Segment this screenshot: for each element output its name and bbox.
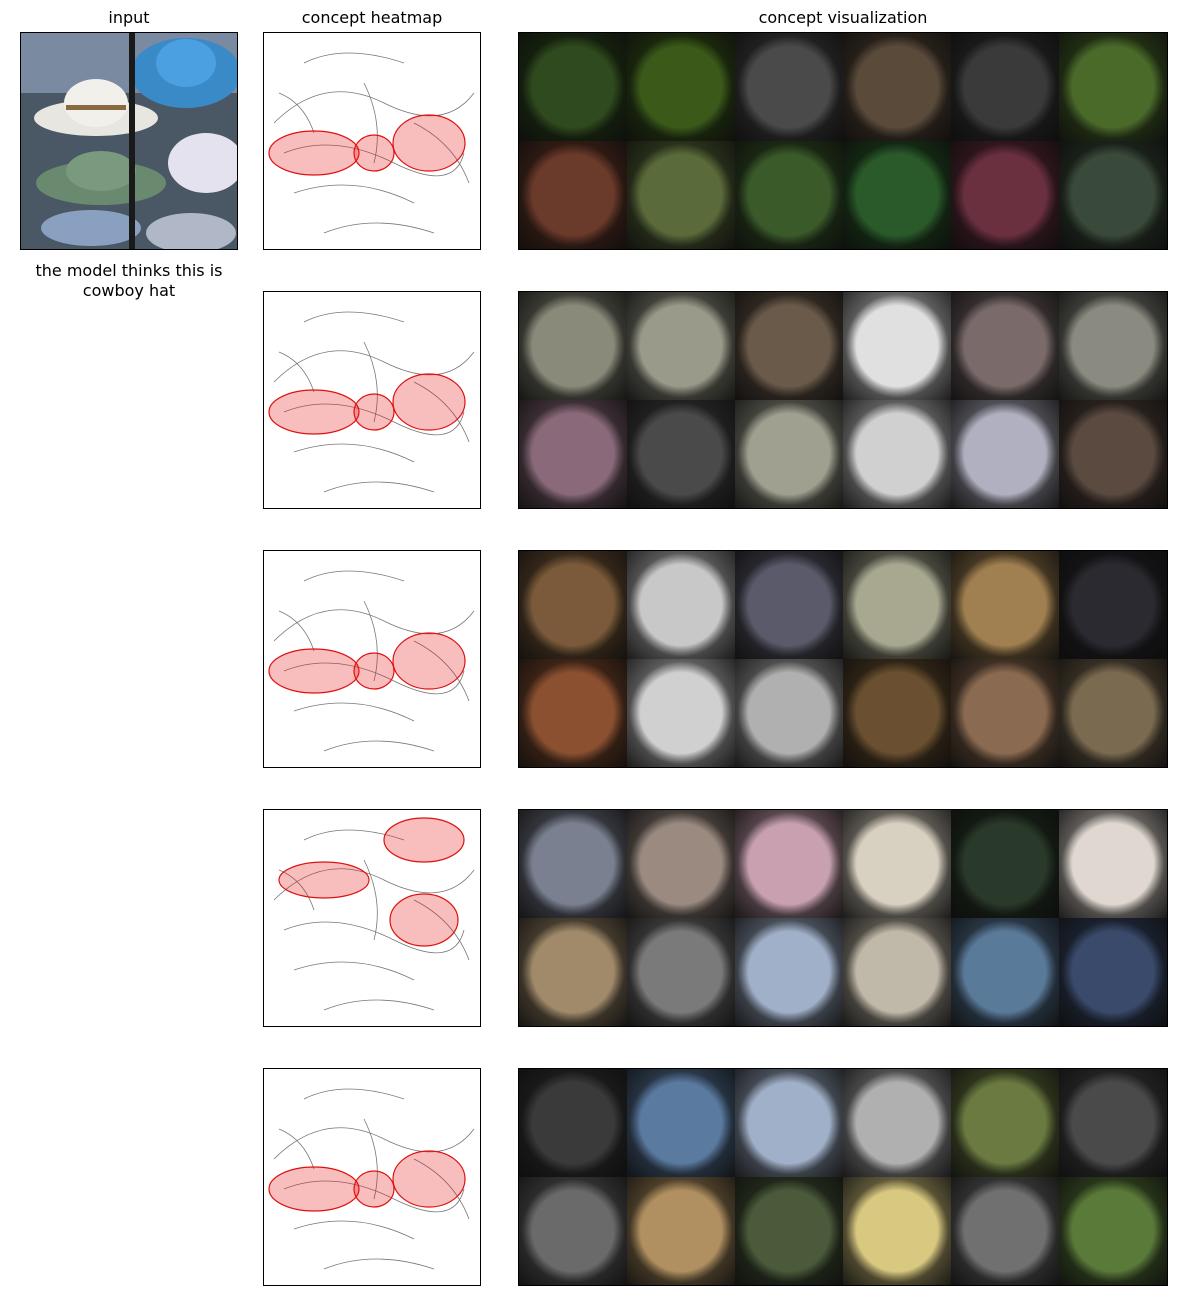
concept-patch-tile (1059, 918, 1167, 1026)
concept-patch-tile (951, 551, 1059, 659)
concept-patch-tile (519, 292, 627, 400)
concept-patch-tile (519, 141, 627, 249)
concept-heatmap (263, 32, 481, 250)
concept-patch-tile (735, 292, 843, 400)
concept-patch-tile (627, 292, 735, 400)
concept-patch-tile (627, 1069, 735, 1177)
concept-patch-tile (843, 659, 951, 767)
concept-patch-tile (519, 918, 627, 1026)
concept-visualization-grid (518, 1068, 1168, 1286)
concept-patch-tile (951, 1069, 1059, 1177)
concept-patch-tile (735, 1069, 843, 1177)
concept-patch-tile (519, 810, 627, 918)
concept-patch-tile (519, 551, 627, 659)
concept-patch-tile (951, 810, 1059, 918)
concept-patch-tile (519, 659, 627, 767)
concept-patch-tile (519, 1069, 627, 1177)
concept-patch-tile (843, 400, 951, 508)
concept-patch-tile (1059, 33, 1167, 141)
concept-patch-tile (843, 551, 951, 659)
concept-patch-tile (735, 810, 843, 918)
concept-patch-tile (735, 659, 843, 767)
concept-patch-tile (951, 659, 1059, 767)
concept-heatmap (263, 550, 481, 768)
heatmap-header: concept heatmap (301, 8, 443, 27)
concept-patch-tile (627, 659, 735, 767)
heatmap-outline-icon (268, 52, 475, 234)
concept-patch-tile (951, 400, 1059, 508)
concept-visualization-grid (518, 291, 1168, 509)
concept-patch-tile (1059, 810, 1167, 918)
concept-heatmap (263, 1068, 481, 1286)
input-header: input (108, 8, 150, 27)
concept-patch-tile (627, 918, 735, 1026)
concept-patch-tile (627, 33, 735, 141)
concept-heatmap (263, 291, 481, 509)
concept-patch-tile (843, 1177, 951, 1285)
concept-patch-tile (951, 33, 1059, 141)
concept-patch-tile (951, 292, 1059, 400)
concept-patch-tile (735, 33, 843, 141)
concept-patch-tile (735, 141, 843, 249)
concept-patch-tile (627, 141, 735, 249)
concept-patch-tile (1059, 551, 1167, 659)
concept-patch-tile (1059, 292, 1167, 400)
input-image (20, 32, 238, 250)
concept-patch-tile (843, 141, 951, 249)
concept-patch-tile (951, 141, 1059, 249)
concept-patch-tile (1059, 659, 1167, 767)
concept-patch-tile (735, 918, 843, 1026)
concept-patch-tile (951, 918, 1059, 1026)
concept-patch-tile (627, 1177, 735, 1285)
concept-patch-tile (519, 1177, 627, 1285)
cowboy-hats-photo-icon (21, 33, 237, 249)
visualization-header: concept visualization (758, 8, 928, 27)
prediction-caption: the model thinks this is cowboy hat (35, 261, 223, 300)
concept-visualization-grid (518, 809, 1168, 1027)
concept-patch-tile (1059, 141, 1167, 249)
concept-patch-tile (843, 1069, 951, 1177)
heatmap-outline-icon (273, 817, 475, 1011)
concept-patch-tile (627, 551, 735, 659)
concept-patch-tile (1059, 1177, 1167, 1285)
concept-patch-tile (1059, 400, 1167, 508)
concept-patch-tile (843, 918, 951, 1026)
concept-patch-tile (519, 400, 627, 508)
concept-patch-tile (843, 33, 951, 141)
concept-patch-tile (735, 1177, 843, 1285)
heatmap-outline-icon (268, 1088, 475, 1270)
concept-patch-tile (1059, 1069, 1167, 1177)
concept-patch-tile (843, 292, 951, 400)
concept-patch-tile (735, 551, 843, 659)
concept-patch-tile (951, 1177, 1059, 1285)
concept-patch-tile (627, 400, 735, 508)
heatmap-outline-icon (268, 570, 475, 752)
concept-patch-tile (843, 810, 951, 918)
concept-patch-tile (735, 400, 843, 508)
concept-heatmap (263, 809, 481, 1027)
concept-visualization-grid (518, 550, 1168, 768)
concept-patch-tile (519, 33, 627, 141)
heatmap-outline-icon (268, 311, 475, 493)
concept-visualization-grid (518, 32, 1168, 250)
concept-patch-tile (627, 810, 735, 918)
